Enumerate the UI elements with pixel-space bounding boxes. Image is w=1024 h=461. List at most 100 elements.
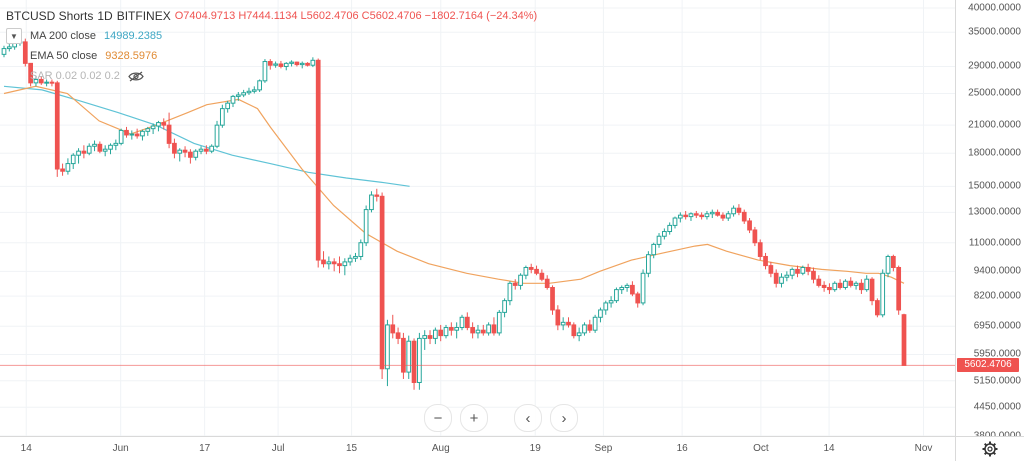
- candle: [422, 330, 428, 350]
- candle-body: [267, 61, 273, 66]
- candle-body: [837, 282, 843, 288]
- candle-body: [757, 242, 763, 257]
- candle: [273, 61, 278, 68]
- candle-body: [28, 62, 33, 84]
- candle-body: [353, 255, 358, 259]
- candle-body: [113, 142, 119, 146]
- scroll-left-button[interactable]: ‹: [514, 404, 542, 432]
- indicator-row-ema[interactable]: EMA 50 close 9328.5976: [6, 46, 541, 66]
- candle-body: [60, 168, 65, 172]
- indicator-row-ma[interactable]: ▼ MA 200 close 14989.2385: [6, 26, 541, 46]
- candle-body: [560, 321, 566, 326]
- candle: [464, 312, 470, 331]
- price-tick-label: 5950.0000: [973, 348, 1021, 360]
- candle-body: [310, 59, 316, 66]
- candle: [811, 267, 816, 284]
- time-tick-label: 17: [199, 443, 211, 454]
- indicator-lines: [3, 85, 905, 284]
- candle-body: [683, 214, 689, 218]
- candle-body: [853, 282, 859, 286]
- candle: [768, 261, 774, 278]
- candle-body: [811, 270, 816, 280]
- candle: [725, 210, 731, 221]
- candle: [518, 273, 523, 290]
- candle-body: [230, 95, 236, 104]
- candle: [38, 76, 44, 85]
- indicator-value: 14989.2385: [104, 30, 163, 42]
- candle: [54, 80, 60, 177]
- zoom-out-button[interactable]: −: [424, 404, 452, 432]
- indicator-row-sar[interactable]: SAR 0.02 0.02 0.2: [6, 66, 541, 86]
- candle-body: [587, 324, 593, 331]
- candle-body: [875, 300, 880, 316]
- chart-settings-button[interactable]: [955, 436, 1024, 461]
- zoom-in-button[interactable]: +: [460, 404, 488, 432]
- candle: [491, 317, 497, 336]
- interval-label[interactable]: 1D: [97, 9, 113, 23]
- candle: [326, 256, 332, 270]
- candle: [773, 269, 779, 288]
- chevron-down-icon[interactable]: ▼: [6, 28, 22, 44]
- candle-body: [54, 82, 60, 170]
- candle: [832, 281, 838, 292]
- candle-body: [725, 213, 731, 219]
- symbol-name[interactable]: BTCUSD Shorts: [6, 9, 94, 23]
- candle-body: [550, 286, 555, 311]
- candle-body: [102, 148, 108, 152]
- time-tick-label: Sep: [594, 443, 613, 454]
- candle-body: [656, 235, 662, 245]
- candle: [651, 242, 657, 259]
- candle: [390, 314, 396, 339]
- price-tick-label: 8200.0000: [973, 290, 1021, 302]
- candle-body: [470, 327, 476, 334]
- candle: [598, 307, 603, 323]
- price-tick-label: 21000.0000: [968, 119, 1021, 131]
- candle: [188, 149, 193, 164]
- symbol-header: BTCUSD Shorts 1D BITFINEX O7404.9713 H74…: [6, 6, 541, 26]
- candle: [145, 126, 151, 136]
- candle: [741, 209, 747, 224]
- candle-body: [544, 278, 550, 288]
- candle-body: [768, 265, 774, 274]
- candle-body: [608, 300, 614, 304]
- candle-body: [720, 214, 726, 219]
- candle-body: [374, 194, 380, 197]
- candle-body: [134, 133, 140, 137]
- candle-body: [70, 154, 76, 165]
- candle: [459, 314, 465, 331]
- candle: [480, 324, 486, 336]
- candle: [235, 92, 241, 101]
- candle: [44, 79, 49, 87]
- candle-body: [262, 61, 268, 82]
- candle-body: [693, 213, 699, 216]
- candle: [385, 319, 390, 387]
- candle-body: [454, 327, 460, 331]
- candle: [289, 60, 294, 67]
- candle-body: [614, 289, 619, 302]
- candle-body: [592, 316, 598, 331]
- candle: [395, 327, 401, 345]
- time-axis[interactable]: 14 Jun 17 Jul 15 Aug 19 Sep 16 Oct 14 Nov: [0, 436, 955, 461]
- candle-body: [417, 337, 422, 383]
- candle: [225, 100, 231, 113]
- time-tick-label: 15: [346, 443, 358, 454]
- candle-body: [598, 309, 603, 318]
- candle-body: [688, 213, 694, 218]
- candle: [507, 281, 513, 306]
- candle: [661, 228, 667, 240]
- eye-slash-icon[interactable]: [128, 71, 144, 82]
- candle: [166, 112, 172, 149]
- candle-body: [321, 259, 326, 265]
- chart-pane[interactable]: [0, 0, 955, 436]
- candle: [683, 210, 689, 220]
- candle: [108, 143, 113, 155]
- candle-body: [145, 128, 151, 132]
- candle: [140, 129, 145, 141]
- scroll-right-button[interactable]: ›: [550, 404, 578, 432]
- candle-body: [518, 274, 523, 286]
- candle-body: [358, 242, 364, 257]
- candle: [65, 158, 71, 175]
- candle: [443, 324, 449, 339]
- candle: [379, 192, 385, 379]
- candle: [693, 210, 699, 219]
